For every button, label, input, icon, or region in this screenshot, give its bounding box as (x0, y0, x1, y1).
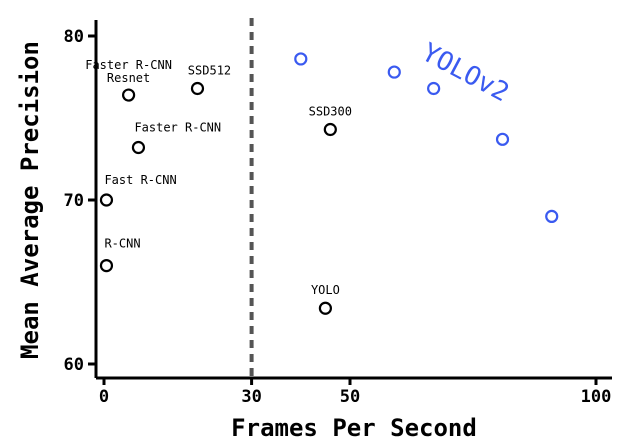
series-label-yolov2: YOLOv2 (417, 38, 514, 109)
series-0-point-1 (387, 65, 401, 79)
series-0-point-3 (495, 132, 510, 146)
data-point-3 (122, 88, 136, 102)
x-tick-label-3: 100 (581, 387, 612, 407)
y-tick-label-1: 70 (64, 191, 84, 211)
point-label-5: SSD300 (309, 104, 352, 118)
point-label-4: SSD512 (188, 63, 231, 77)
data-point-1 (99, 193, 114, 207)
y-tick-label-2: 80 (64, 27, 84, 47)
data-points: R-CNN Fast R-CNN Faster R-CNN Faster R-CNN R… (85, 52, 559, 315)
x-tick-label-0: 0 (99, 387, 109, 407)
axes (94, 20, 612, 380)
data-point-4 (190, 81, 205, 96)
data-point-0 (99, 259, 114, 273)
point-label-6: YOLO (311, 283, 340, 297)
x-tick-label-1: 30 (241, 387, 261, 407)
point-label-0: R-CNN (104, 237, 140, 251)
series-0-point-0 (294, 52, 308, 66)
series-0-point-4 (545, 209, 559, 223)
y-tick-label-0: 60 (64, 355, 84, 375)
data-point-6 (318, 301, 332, 315)
x-tick-label-2: 50 (340, 387, 360, 407)
y-ticks: 60 70 80 (64, 27, 97, 375)
x-axis-title: Frames Per Second (231, 414, 477, 442)
series-0-point-2 (427, 81, 441, 96)
data-point-5 (323, 122, 337, 137)
point-label-3: Faster R-CNN Resnet (85, 58, 172, 85)
point-label-1: Fast R-CNN (104, 173, 176, 187)
data-point-2 (131, 140, 146, 155)
y-axis-title: Mean Average Precision (16, 41, 44, 359)
point-label-2: Faster R-CNN (134, 121, 221, 135)
x-ticks: 0 30 50 100 (99, 377, 611, 407)
